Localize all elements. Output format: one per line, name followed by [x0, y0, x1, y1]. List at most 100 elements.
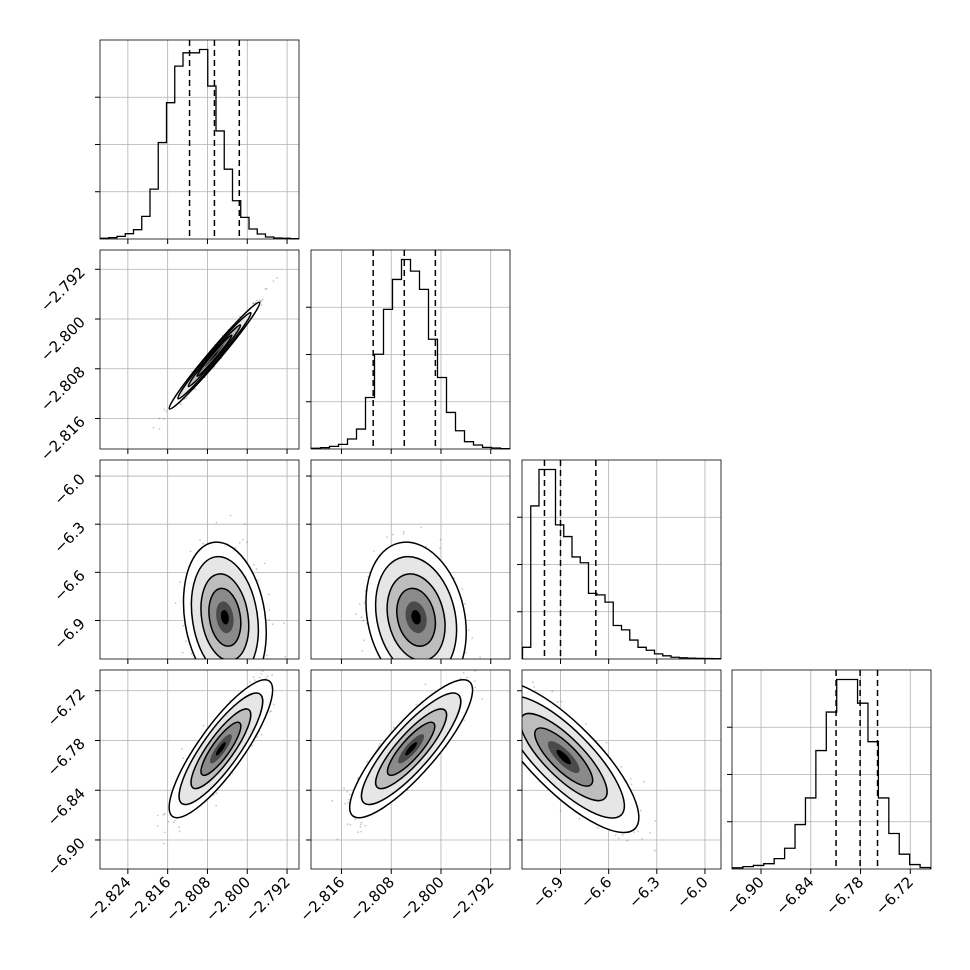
sample-point: [409, 664, 411, 666]
sample-point: [216, 681, 218, 683]
sample-point: [404, 678, 406, 680]
sample-point: [214, 664, 216, 666]
density-layer: [152, 277, 278, 430]
sample-point: [202, 542, 205, 545]
sample-point: [469, 676, 471, 678]
sample-point: [405, 661, 407, 663]
contour-line-3: [386, 573, 446, 659]
panel-frame: [310, 459, 511, 660]
sample-point: [243, 682, 245, 684]
sample-point: [200, 679, 202, 681]
sample-point: [260, 299, 263, 302]
sample-point: [452, 666, 454, 668]
sample-point: [223, 672, 225, 674]
density-layer: [156, 670, 275, 845]
sample-point: [234, 661, 236, 663]
sample-point: [165, 410, 168, 412]
panel-frame: [310, 249, 511, 450]
sample-point: [409, 660, 411, 662]
sample-point: [243, 523, 246, 525]
sample-point: [256, 736, 259, 739]
sample-point: [245, 664, 247, 666]
sample-point: [194, 668, 196, 670]
sample-point: [223, 661, 225, 663]
sample-point: [398, 684, 400, 686]
sample-point: [386, 666, 388, 668]
sample-point: [234, 546, 237, 549]
sample-point: [232, 661, 234, 663]
contour-line-3: [187, 324, 242, 388]
sample-point: [227, 675, 229, 677]
sample-point: [227, 662, 229, 664]
sample-point: [172, 821, 175, 824]
sample-point: [426, 670, 428, 672]
sample-point: [271, 623, 274, 626]
sample-point: [411, 677, 413, 679]
sample-point: [241, 672, 243, 674]
sample-point: [420, 526, 423, 529]
sample-point: [439, 661, 441, 663]
contour-line-1: [365, 541, 467, 659]
sample-point: [433, 677, 435, 679]
sample-point: [201, 661, 203, 663]
scatter-panel-3-2: [306, 459, 511, 713]
contour-line-3: [200, 573, 250, 659]
sample-point: [219, 664, 221, 666]
sample-point: [444, 682, 446, 684]
sample-point: [424, 662, 426, 664]
sample-point: [399, 671, 401, 673]
sample-point: [252, 302, 255, 305]
sample-point: [261, 670, 264, 672]
sample-point: [429, 667, 431, 669]
sample-point: [411, 708, 413, 710]
sample-point: [405, 711, 407, 713]
sample-point: [240, 675, 242, 677]
sample-point: [253, 679, 256, 682]
sample-point: [431, 674, 433, 676]
sample-point: [194, 663, 196, 665]
sample-point: [444, 679, 446, 681]
sample-point: [224, 675, 226, 677]
sample-point: [237, 665, 239, 667]
sample-point: [233, 686, 235, 688]
sample-point: [260, 304, 263, 306]
sample-point: [243, 664, 245, 666]
sample-point: [413, 663, 415, 665]
sample-point: [267, 661, 269, 663]
sample-point: [442, 671, 444, 673]
sample-point: [229, 673, 231, 675]
sample-point: [222, 666, 224, 668]
sample-point: [414, 673, 416, 675]
sample-point: [254, 301, 256, 304]
sample-point: [435, 666, 437, 668]
sample-point: [243, 678, 245, 680]
sample-point: [224, 662, 226, 664]
density-layer: [174, 514, 287, 688]
sample-point: [225, 660, 227, 662]
sample-point: [465, 652, 467, 654]
sample-point: [233, 665, 235, 667]
sample-point: [180, 403, 182, 406]
sample-point: [435, 667, 437, 669]
sample-point: [412, 684, 414, 686]
sample-point: [249, 665, 251, 667]
sample-point: [227, 662, 229, 664]
sample-point: [408, 672, 410, 674]
histogram-panel-2: [306, 249, 511, 454]
sample-point: [426, 660, 428, 662]
sample-point: [266, 654, 268, 657]
sample-point: [216, 661, 218, 663]
sample-point: [445, 668, 447, 670]
sample-point: [181, 651, 184, 654]
contour-line-4: [196, 334, 233, 377]
sample-point: [428, 666, 430, 668]
sample-point: [266, 675, 269, 678]
sample-point: [252, 564, 255, 566]
density-layer: [355, 526, 481, 713]
sample-point: [428, 671, 430, 673]
sample-point: [426, 661, 428, 663]
sample-point: [236, 675, 238, 677]
sample-point: [259, 673, 261, 675]
sample-point: [362, 619, 365, 622]
sample-point: [442, 671, 444, 673]
